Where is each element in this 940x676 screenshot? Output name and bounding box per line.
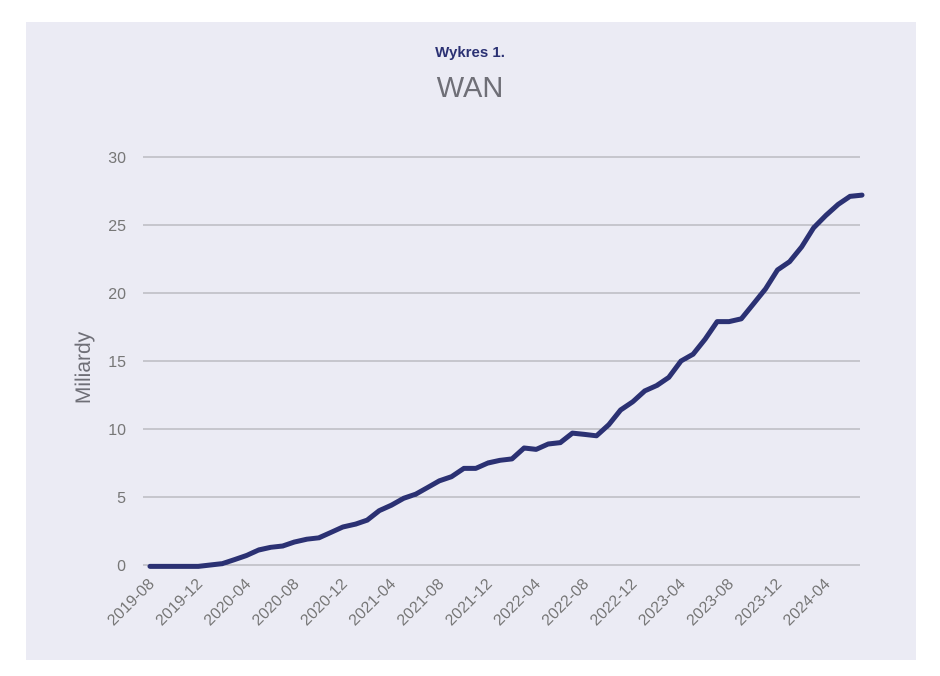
y-axis-label: Miliardy	[72, 331, 95, 404]
y-tick-label: 10	[108, 422, 126, 439]
y-tick-label: 30	[108, 150, 126, 167]
chart-panel	[26, 22, 916, 660]
x-tick-label: 2021-04	[346, 576, 400, 630]
y-tick-label: 5	[117, 490, 126, 507]
x-tick-label: 2021-12	[442, 576, 496, 630]
x-tick-label: 2020-04	[201, 576, 255, 630]
series-layer	[147, 192, 865, 569]
x-axis: 2019-082019-122020-042020-082020-122021-…	[104, 576, 833, 630]
y-tick-label: 20	[108, 286, 126, 303]
x-tick-label: 2019-12	[153, 576, 207, 630]
y-tick-label: 15	[108, 354, 126, 371]
series-line	[147, 192, 865, 569]
x-tick-label: 2023-04	[635, 576, 689, 630]
x-tick-label: 2021-08	[394, 576, 448, 630]
y-tick-label: 0	[117, 558, 126, 575]
x-tick-label: 2024-04	[780, 576, 834, 630]
x-tick-label: 2023-12	[732, 576, 786, 630]
chart-title: WAN	[436, 72, 504, 104]
x-tick-label: 2020-08	[249, 576, 303, 630]
x-tick-label: 2022-04	[490, 576, 544, 630]
grid-layer	[143, 156, 860, 566]
x-tick-label: 2023-08	[684, 576, 738, 630]
y-axis: 0 5 10 15 20 25 30	[108, 150, 126, 575]
chart-kicker: Wykres 1.	[435, 44, 505, 61]
x-tick-label: 2022-12	[587, 576, 641, 630]
x-tick-label: 2020-12	[297, 576, 351, 630]
x-tick-label: 2019-08	[104, 576, 158, 630]
y-tick-label: 25	[108, 218, 126, 235]
x-tick-label: 2022-08	[539, 576, 593, 630]
